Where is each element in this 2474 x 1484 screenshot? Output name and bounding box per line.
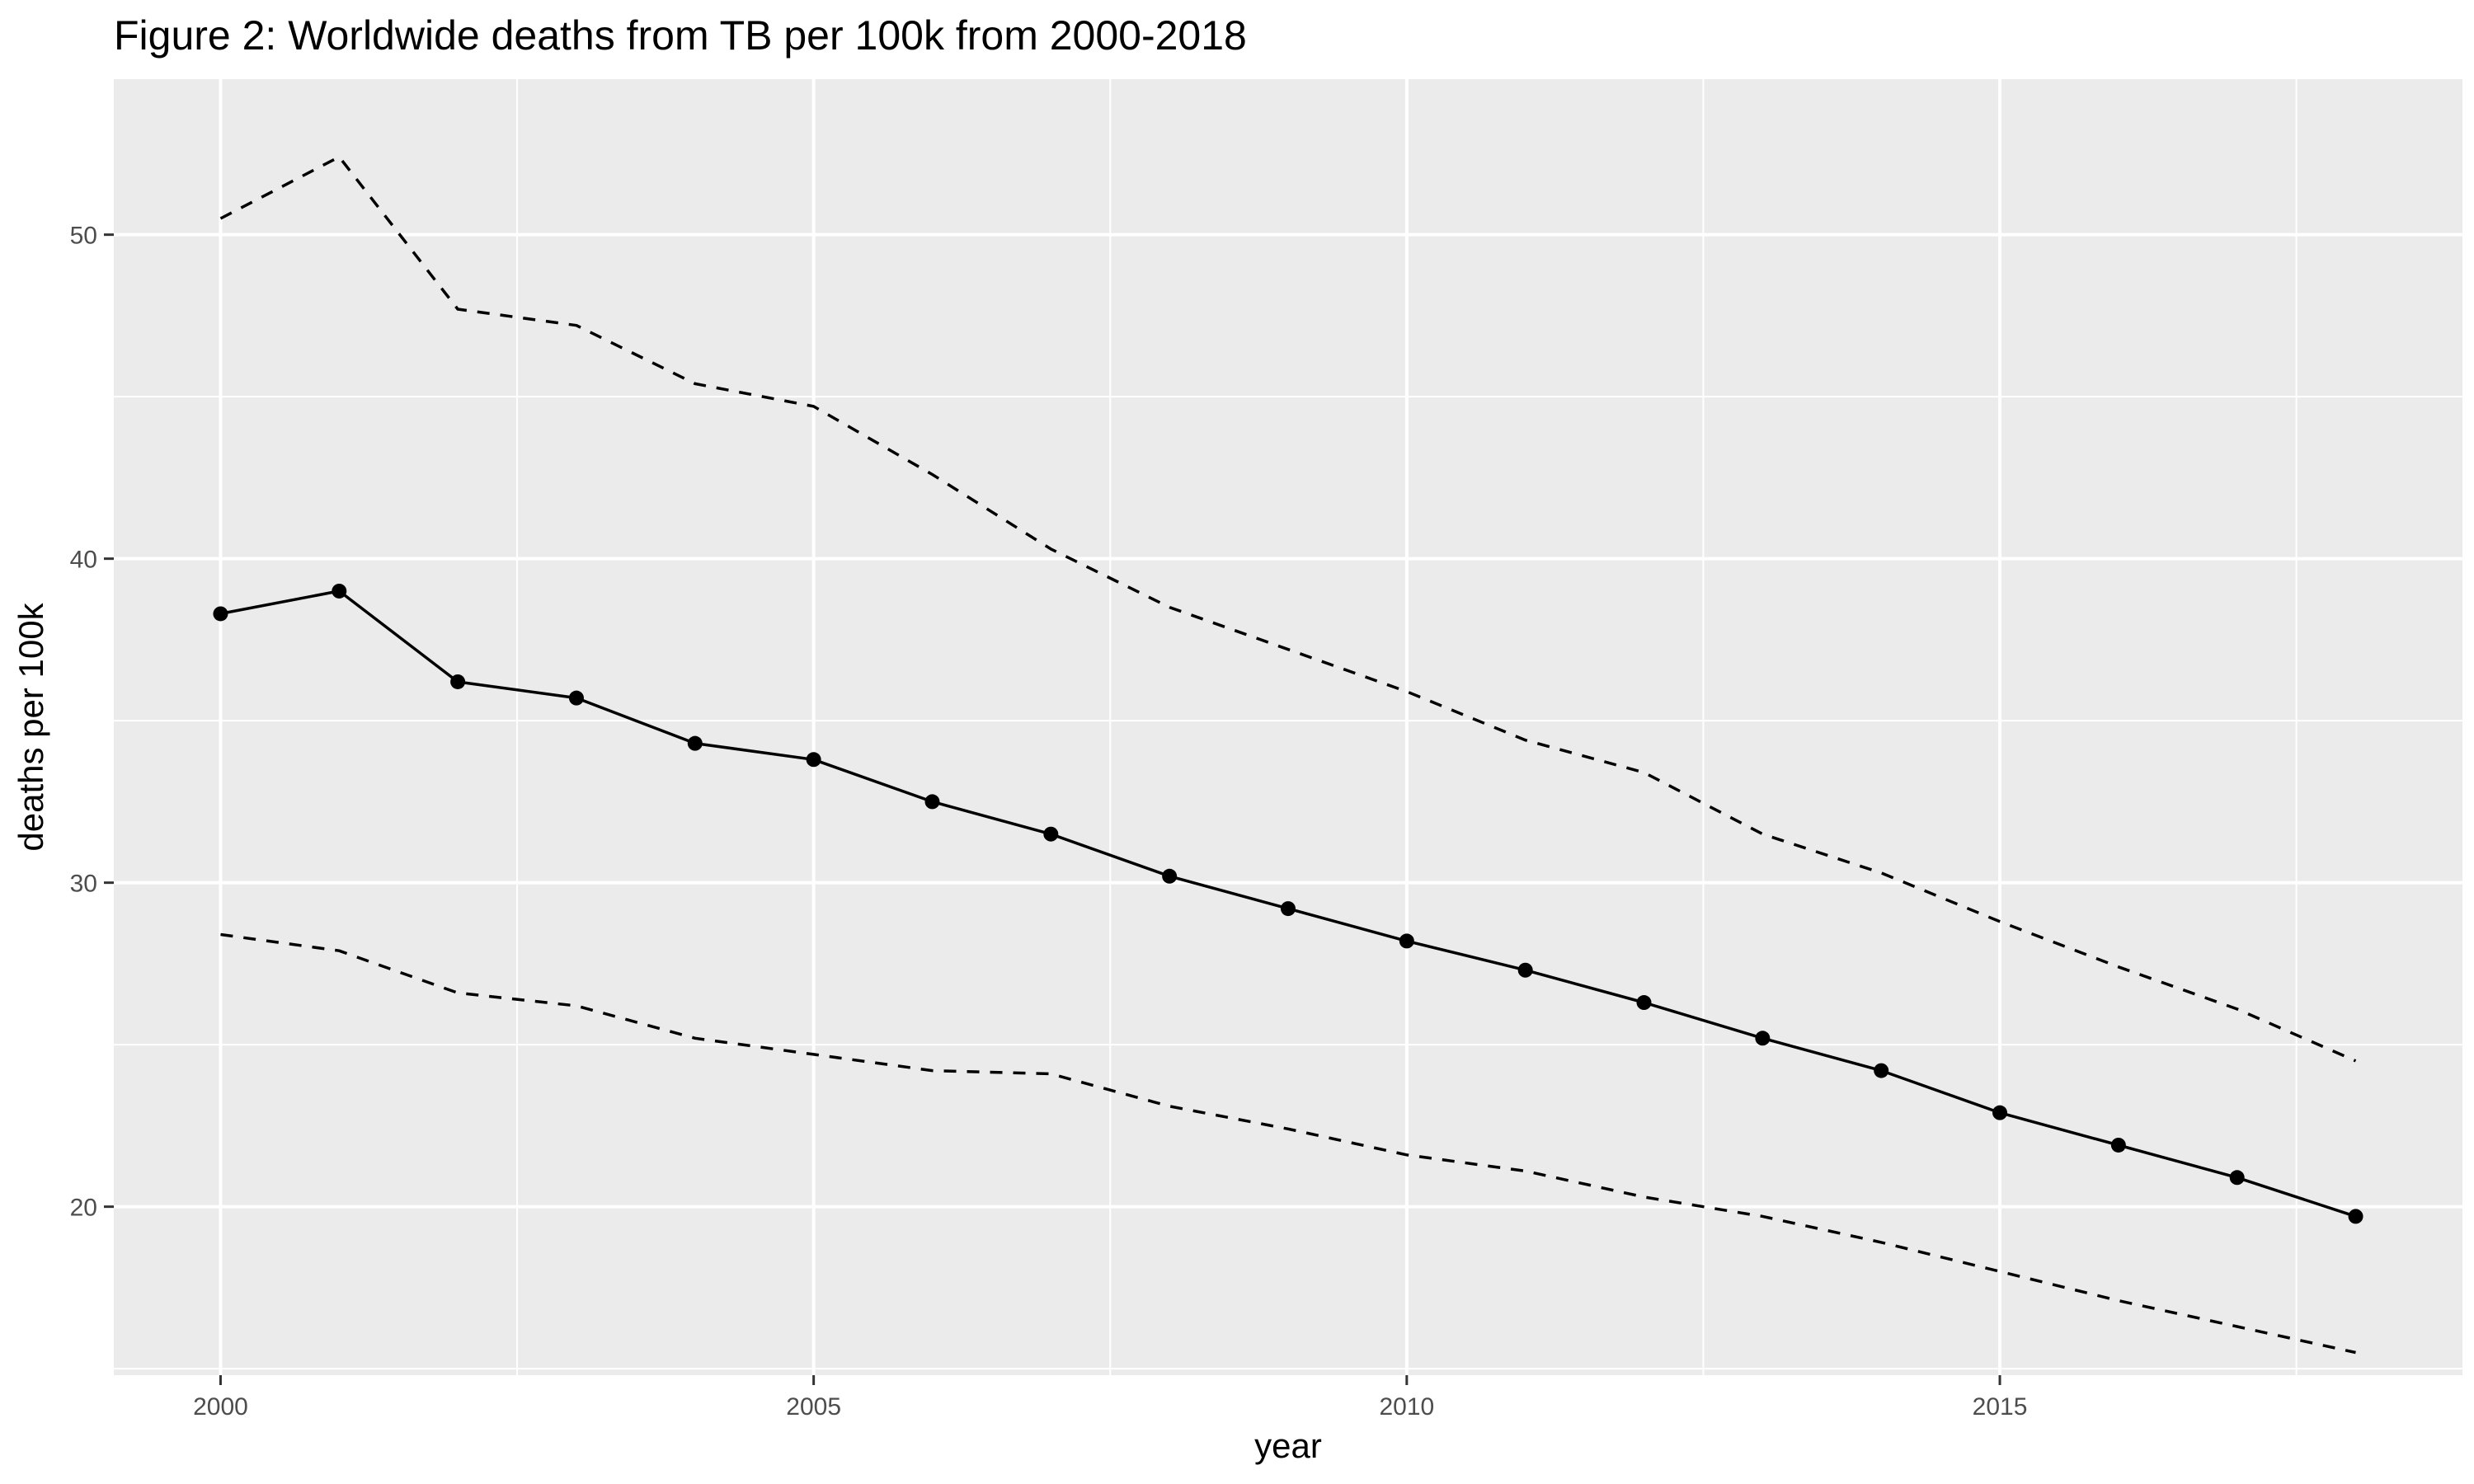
data-point [568, 690, 584, 706]
series-points [213, 583, 2363, 1224]
data-point [2229, 1170, 2245, 1186]
data-point [332, 583, 347, 599]
data-point [2348, 1209, 2363, 1224]
data-point [1636, 995, 1652, 1011]
dashed-series-line [219, 155, 2357, 1063]
x-tick-label: 2010 [1379, 1393, 1434, 1421]
data-point [1281, 901, 1296, 917]
data-point [450, 674, 466, 689]
y-tick-label: 20 [70, 1195, 97, 1222]
y-tick-label: 30 [70, 871, 97, 898]
data-point [1992, 1105, 2008, 1120]
data-point [806, 752, 821, 768]
data-point [1162, 868, 1178, 884]
axis-ticks [104, 233, 2001, 1385]
data-point [1517, 962, 1533, 978]
y-tick-label: 50 [70, 223, 97, 250]
data-point [213, 606, 228, 622]
dashed-series-line [220, 932, 2356, 1355]
x-axis-title: year [1254, 1426, 1322, 1465]
data-point [1399, 933, 1414, 949]
tick-labels: 2000 2005 2010 2015 20 30 40 50 [70, 223, 2028, 1421]
data-point [924, 794, 940, 810]
data-point [2110, 1137, 2126, 1153]
y-axis-title: deaths per 100k [12, 602, 50, 851]
x-tick-label: 2005 [786, 1393, 841, 1421]
minor-gridlines [114, 79, 2462, 1375]
x-tick-label: 2000 [193, 1393, 248, 1421]
data-point [1755, 1031, 1771, 1046]
chart-title: Figure 2: Worldwide deaths from TB per 1… [114, 12, 1247, 59]
major-gridlines [114, 79, 2462, 1375]
data-point [687, 735, 703, 751]
plot-panel [114, 79, 2462, 1375]
data-point [1874, 1063, 1889, 1078]
y-tick-label: 40 [70, 547, 97, 574]
data-point [1043, 826, 1059, 842]
x-tick-label: 2015 [1973, 1393, 2028, 1421]
